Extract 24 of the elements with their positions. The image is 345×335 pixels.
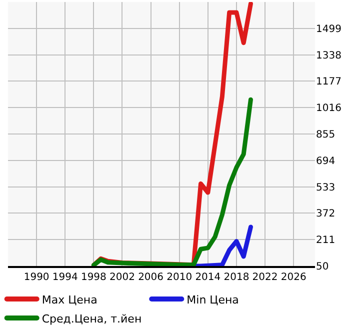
x-tick-label: 2006 bbox=[138, 272, 164, 283]
x-tick-label: 2010 bbox=[166, 272, 192, 283]
y-tick-label: 1177 bbox=[316, 76, 342, 88]
y-tick-label: 694 bbox=[316, 156, 336, 167]
line-series bbox=[91, 97, 253, 266]
y-tick-label: 1499 bbox=[316, 24, 342, 35]
y-tick-label: 372 bbox=[316, 208, 336, 220]
x-tick-label: 2022 bbox=[252, 272, 278, 283]
legend-label: Сред.Цена, т.йен bbox=[42, 312, 142, 326]
x-tick-label: 1994 bbox=[52, 272, 78, 283]
x-tick-label: 2026 bbox=[280, 272, 306, 283]
y-tick-label: 50 bbox=[316, 262, 329, 272]
y-tick-label: 1338 bbox=[316, 50, 342, 62]
x-tick-label: 2014 bbox=[195, 272, 221, 283]
y-tick-label: 855 bbox=[316, 130, 336, 140]
x-tick-label: 2018 bbox=[224, 272, 250, 283]
y-tick-label: 211 bbox=[316, 235, 336, 246]
y-tick-label: 1016 bbox=[316, 103, 342, 114]
legend-label: Max Цена bbox=[42, 293, 98, 306]
x-tick-label: 2002 bbox=[110, 272, 135, 283]
x-tick-label: 1990 bbox=[24, 272, 50, 283]
x-tick-label: 1998 bbox=[80, 272, 106, 283]
legend-label: Min Цена bbox=[186, 293, 239, 306]
y-tick-label: 533 bbox=[316, 182, 336, 194]
